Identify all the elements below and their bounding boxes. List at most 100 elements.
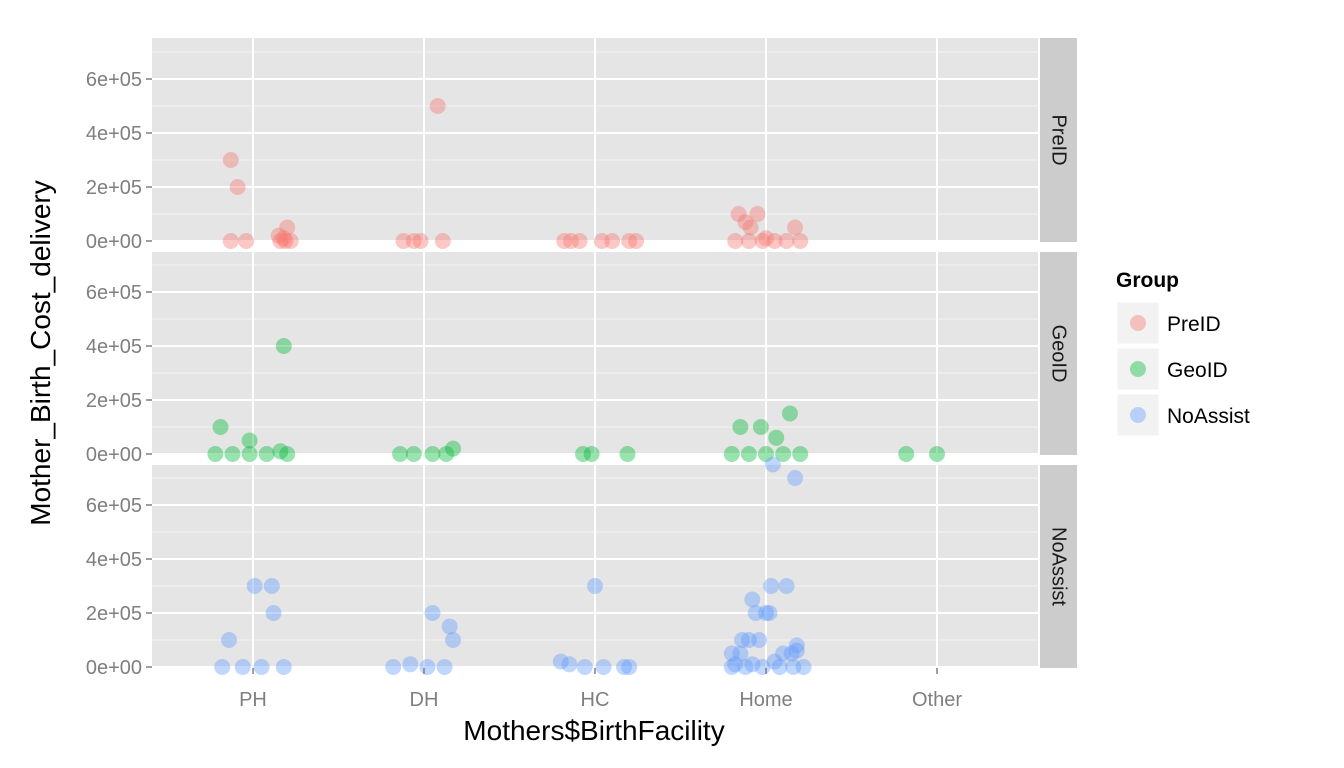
data-point bbox=[754, 233, 771, 249]
legend-label: GeoID bbox=[1167, 359, 1228, 382]
y-tick-label: 2e+05 bbox=[86, 177, 142, 199]
data-point bbox=[740, 446, 757, 462]
data-point bbox=[277, 233, 294, 249]
facet-strip-label: NoAssist bbox=[1048, 527, 1070, 606]
y-tick-label: 2e+05 bbox=[86, 603, 142, 625]
data-point bbox=[275, 338, 292, 354]
data-point bbox=[749, 206, 766, 222]
data-point bbox=[787, 470, 804, 486]
data-point bbox=[732, 645, 749, 662]
data-point bbox=[587, 578, 603, 594]
data-point bbox=[246, 578, 263, 594]
facet-panels: PreID GeoID NoAssist bbox=[152, 38, 1077, 675]
data-point bbox=[556, 233, 573, 249]
data-point bbox=[737, 659, 754, 675]
facet-strip-noassist bbox=[1040, 465, 1077, 668]
data-point bbox=[436, 659, 453, 675]
data-point bbox=[429, 98, 446, 114]
data-point bbox=[744, 591, 761, 608]
data-point bbox=[621, 659, 638, 675]
facet-strip-geoid bbox=[1040, 252, 1077, 455]
data-point bbox=[730, 206, 747, 222]
data-point bbox=[621, 233, 638, 249]
data-point bbox=[258, 446, 275, 462]
series-geoid bbox=[207, 338, 945, 462]
data-point bbox=[775, 446, 792, 462]
data-point bbox=[792, 233, 809, 249]
data-point bbox=[788, 637, 805, 654]
data-point bbox=[723, 645, 740, 662]
data-point bbox=[737, 214, 754, 231]
x-tick-label: HC bbox=[581, 689, 610, 711]
data-point bbox=[723, 446, 740, 462]
data-point bbox=[412, 233, 429, 249]
series-noassist bbox=[214, 456, 812, 675]
data-point bbox=[279, 446, 296, 462]
data-point bbox=[207, 446, 224, 462]
data-point bbox=[282, 233, 299, 249]
data-point bbox=[727, 233, 744, 249]
data-point bbox=[744, 656, 761, 673]
legend-key bbox=[1130, 315, 1146, 331]
data-point bbox=[766, 653, 783, 670]
data-point bbox=[575, 446, 592, 462]
data-point bbox=[270, 227, 287, 244]
data-point bbox=[263, 578, 280, 594]
y-tick-label: 0e+00 bbox=[86, 657, 142, 679]
data-point bbox=[405, 233, 422, 249]
x-axis-title: Mothers$BirthFacility bbox=[463, 715, 724, 746]
y-tick-label: 0e+00 bbox=[86, 231, 142, 253]
y-axis-title: Mother_Birth_Cost_delivery bbox=[25, 180, 56, 526]
data-point bbox=[438, 446, 455, 462]
data-point bbox=[571, 233, 588, 249]
data-point bbox=[747, 605, 764, 621]
x-axis: PH DH HC Home Other bbox=[239, 668, 962, 711]
data-point bbox=[445, 632, 462, 648]
data-point bbox=[445, 440, 462, 457]
data-point bbox=[740, 632, 757, 648]
data-point bbox=[761, 605, 778, 621]
x-tick-label: PH bbox=[239, 689, 267, 711]
data-point bbox=[616, 659, 633, 675]
y-tick-label: 0e+00 bbox=[86, 444, 142, 466]
data-point bbox=[272, 233, 289, 249]
y-tick-label: 6e+05 bbox=[86, 495, 142, 517]
data-point bbox=[766, 233, 783, 249]
data-point bbox=[775, 645, 792, 662]
y-tick-label: 4e+05 bbox=[86, 336, 142, 358]
data-point bbox=[253, 659, 270, 675]
legend-label: NoAssist bbox=[1167, 405, 1250, 428]
facet-panel-geoid: GeoID bbox=[152, 252, 1077, 455]
data-point bbox=[787, 219, 804, 236]
legend-key-bg bbox=[1116, 301, 1160, 345]
data-point bbox=[441, 618, 458, 635]
data-point bbox=[212, 419, 229, 435]
facet-panel-noassist: NoAssist bbox=[152, 465, 1077, 668]
data-point bbox=[402, 656, 419, 673]
x-tick-label: Other bbox=[912, 689, 962, 711]
data-point bbox=[795, 659, 812, 675]
data-point bbox=[792, 446, 809, 462]
data-point bbox=[224, 446, 241, 462]
data-point bbox=[265, 605, 282, 621]
data-point bbox=[241, 446, 258, 462]
data-point bbox=[758, 605, 774, 621]
data-point bbox=[405, 446, 422, 462]
data-point bbox=[771, 659, 788, 675]
data-point bbox=[238, 233, 255, 249]
data-point bbox=[424, 446, 441, 462]
data-point bbox=[785, 659, 802, 675]
data-point bbox=[395, 233, 412, 249]
data-point bbox=[583, 446, 600, 462]
data-point bbox=[576, 659, 593, 675]
y-tick-label: 2e+05 bbox=[86, 390, 142, 412]
data-point bbox=[434, 233, 451, 249]
legend-key-bg bbox=[1116, 393, 1160, 437]
x-tick-label: Home bbox=[739, 689, 792, 711]
data-point bbox=[275, 659, 292, 675]
legend-key-bg bbox=[1116, 347, 1160, 391]
data-point bbox=[764, 456, 781, 473]
data-point bbox=[742, 219, 759, 236]
data-point bbox=[419, 659, 436, 675]
data-point bbox=[898, 446, 915, 462]
